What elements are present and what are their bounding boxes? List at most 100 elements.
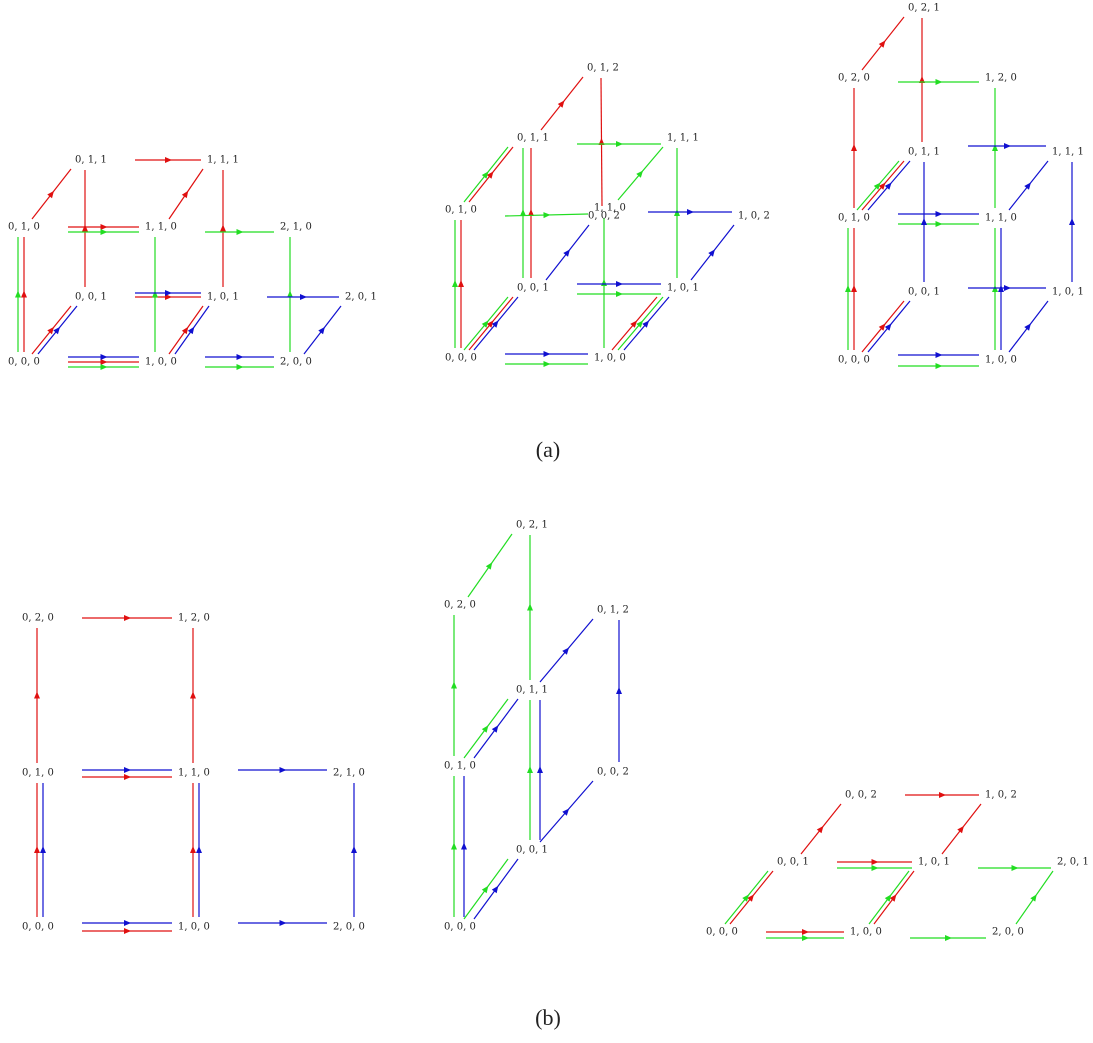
arrow bbox=[563, 249, 570, 257]
arrow bbox=[630, 320, 638, 328]
arrow bbox=[543, 212, 551, 219]
node-label: 1, 0, 0 bbox=[850, 927, 882, 938]
arrow bbox=[21, 290, 27, 298]
node-label: 0, 1, 0 bbox=[838, 213, 870, 224]
arrow bbox=[351, 846, 357, 853]
arrow bbox=[884, 894, 892, 902]
arrow bbox=[82, 224, 88, 232]
arrow bbox=[124, 615, 131, 621]
node-label: 0, 1, 0 bbox=[22, 768, 54, 779]
arrow bbox=[461, 842, 467, 850]
node-label: 0, 0, 0 bbox=[445, 353, 477, 364]
arrow bbox=[124, 767, 131, 773]
arrow bbox=[802, 929, 809, 935]
node-label: 0, 1, 2 bbox=[587, 63, 619, 74]
arrow bbox=[816, 825, 824, 834]
arrow bbox=[957, 825, 964, 834]
arrow bbox=[873, 182, 881, 190]
node-label: 0, 1, 1 bbox=[908, 147, 940, 158]
node-label: 1, 0, 2 bbox=[738, 211, 770, 222]
arrow bbox=[300, 294, 307, 300]
node-label: 1, 2, 0 bbox=[985, 73, 1017, 84]
arrow bbox=[124, 920, 131, 926]
node-label: 0, 0, 1 bbox=[75, 292, 107, 303]
arrow bbox=[53, 326, 61, 335]
arrow bbox=[181, 190, 189, 199]
arrow bbox=[47, 190, 54, 199]
node-label: 0, 2, 1 bbox=[908, 3, 940, 14]
arrow bbox=[945, 935, 952, 941]
arrow bbox=[1004, 285, 1011, 291]
arrow bbox=[636, 170, 644, 178]
arrow bbox=[190, 846, 196, 853]
node-label: 0, 2, 1 bbox=[516, 520, 548, 531]
arrow bbox=[616, 281, 623, 287]
node-label: 0, 0, 2 bbox=[845, 790, 877, 801]
arrow bbox=[992, 144, 998, 151]
arrow bbox=[481, 885, 489, 894]
arrow bbox=[481, 171, 489, 179]
arrow bbox=[165, 294, 172, 300]
node-label: 1, 1, 0 bbox=[145, 222, 177, 233]
arrow bbox=[871, 865, 879, 871]
arrow bbox=[642, 320, 650, 328]
arrow bbox=[481, 725, 489, 733]
arrow bbox=[491, 320, 499, 328]
arrow bbox=[935, 221, 943, 227]
arrow bbox=[884, 323, 892, 331]
node-label: 0, 0, 1 bbox=[516, 845, 548, 856]
node-label: 0, 0, 1 bbox=[908, 287, 940, 298]
arrow bbox=[520, 209, 526, 216]
arrow bbox=[1069, 218, 1075, 225]
node-label: 0, 0, 1 bbox=[777, 857, 809, 868]
node-label: 1, 1, 1 bbox=[667, 133, 699, 144]
node-label: 1, 1, 0 bbox=[594, 203, 626, 214]
node-label: 2, 0, 1 bbox=[345, 292, 377, 303]
node-label: 0, 0, 0 bbox=[22, 922, 54, 933]
node-label: 0, 0, 0 bbox=[444, 922, 476, 933]
arrow bbox=[485, 562, 493, 570]
arrow bbox=[318, 326, 325, 335]
arrow bbox=[486, 320, 494, 328]
arrow bbox=[287, 290, 293, 298]
arrow bbox=[527, 603, 533, 611]
node-label: 0, 1, 1 bbox=[75, 155, 107, 166]
arrow bbox=[34, 846, 40, 853]
arrow bbox=[935, 79, 943, 85]
arrow bbox=[562, 808, 570, 816]
arrow bbox=[124, 774, 131, 780]
arrow bbox=[486, 171, 494, 179]
arrow bbox=[452, 280, 458, 287]
arrow bbox=[165, 157, 172, 163]
node-label: 0, 0, 1 bbox=[517, 283, 549, 294]
arrow bbox=[15, 290, 21, 298]
node-label: 1, 0, 0 bbox=[145, 357, 177, 368]
arrow bbox=[845, 285, 851, 292]
arrow bbox=[47, 326, 55, 335]
node-label: 0, 2, 0 bbox=[444, 600, 476, 611]
arrow bbox=[528, 209, 534, 216]
arrow bbox=[187, 326, 195, 335]
arrow bbox=[562, 647, 570, 655]
arrow bbox=[889, 894, 897, 902]
arrow bbox=[708, 249, 715, 257]
node-label: 0, 1, 0 bbox=[445, 205, 477, 216]
arrow bbox=[279, 767, 287, 773]
node-label: 0, 0, 0 bbox=[706, 927, 738, 938]
node-label: 2, 1, 0 bbox=[280, 222, 312, 233]
arrow bbox=[1004, 143, 1011, 149]
arrow bbox=[935, 352, 943, 358]
arrow bbox=[921, 218, 927, 225]
node-label: 2, 0, 0 bbox=[333, 922, 365, 933]
arrow bbox=[491, 725, 499, 733]
arrow bbox=[998, 285, 1004, 292]
node-label: 2, 0, 0 bbox=[992, 927, 1024, 938]
arrow bbox=[527, 766, 533, 773]
node-label: 1, 0, 0 bbox=[594, 353, 626, 364]
node-label: 0, 1, 0 bbox=[8, 222, 40, 233]
arrow bbox=[165, 290, 172, 296]
arrow bbox=[451, 681, 457, 689]
node-label: 1, 0, 1 bbox=[207, 292, 239, 303]
arrow bbox=[687, 209, 694, 215]
